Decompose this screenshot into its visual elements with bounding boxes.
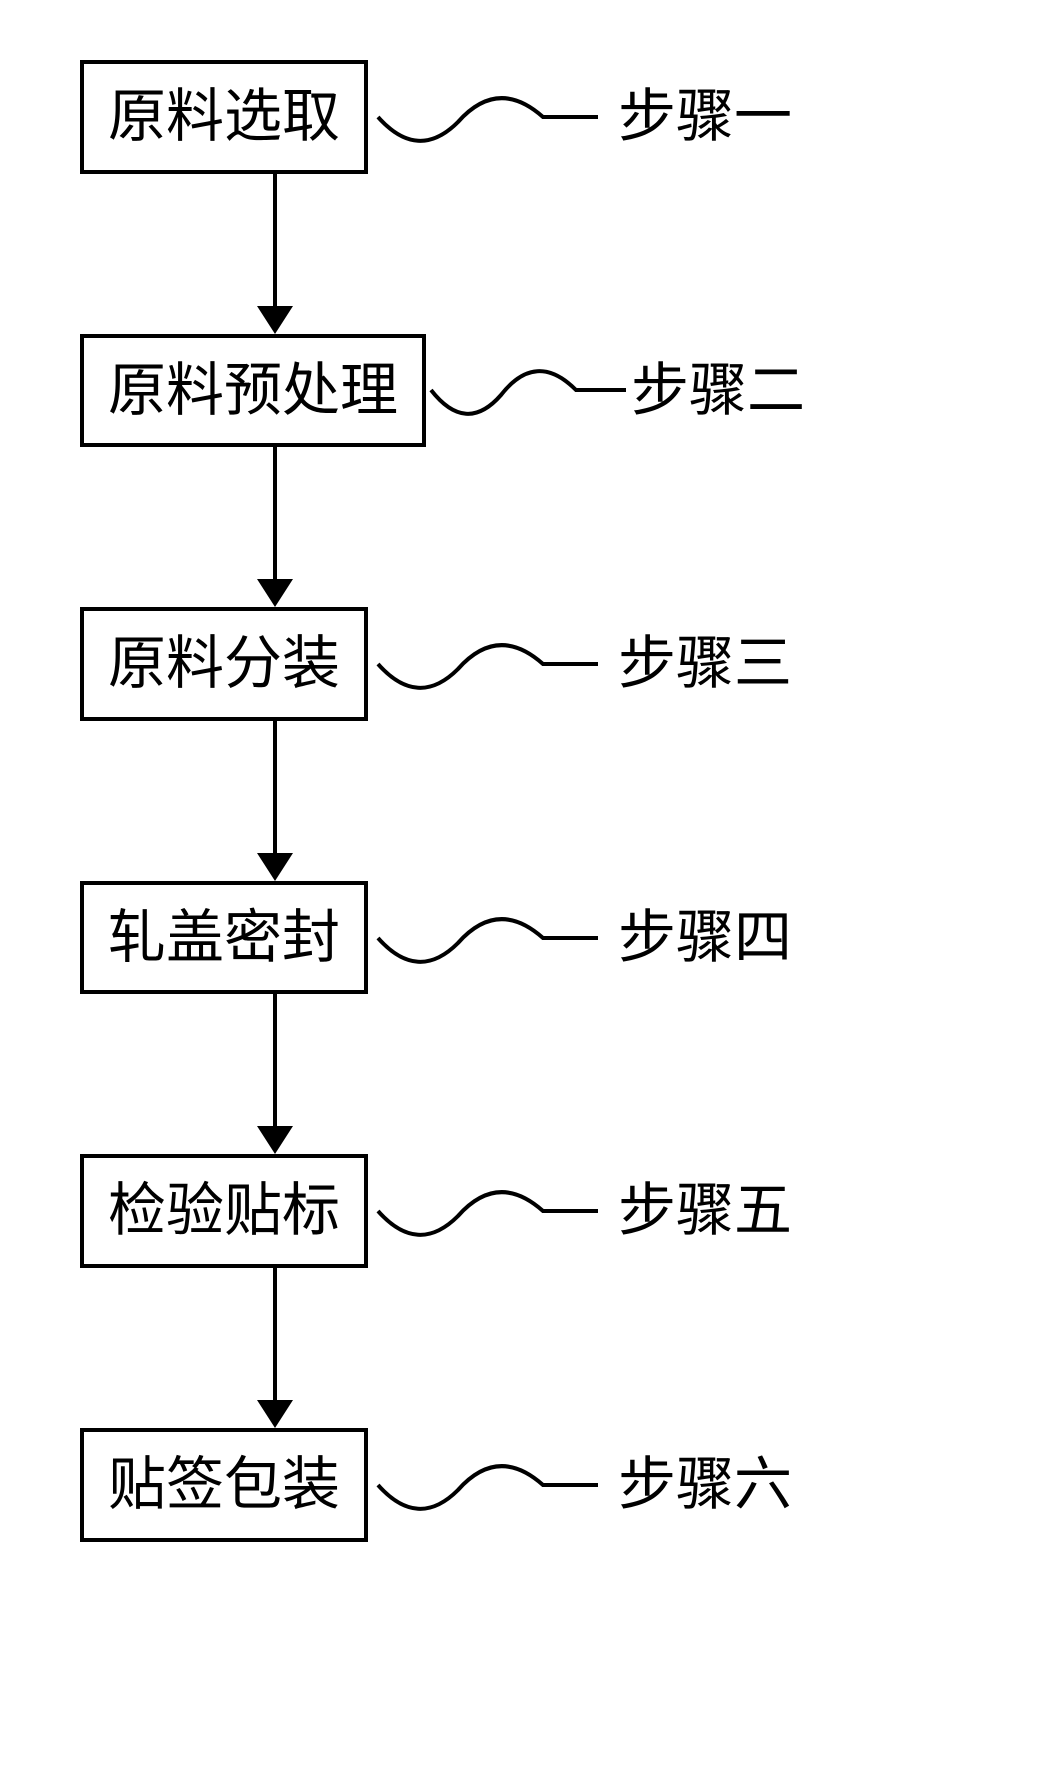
step-label-4: 步骤四	[618, 903, 792, 973]
step-label-6: 步骤六	[618, 1450, 792, 1520]
step-row-1: 原料选取 步骤一	[80, 60, 1058, 174]
step-label-1: 步骤一	[618, 82, 792, 152]
connector-3	[368, 614, 618, 714]
connector-4	[368, 888, 618, 988]
step-row-6: 贴签包装 步骤六	[80, 1428, 1058, 1542]
connector-5	[368, 1161, 618, 1261]
step-box-3: 原料分装	[80, 607, 368, 721]
step-row-3: 原料分装 步骤三	[80, 607, 1058, 721]
step-label-3: 步骤三	[618, 629, 792, 699]
arrow-4	[255, 994, 295, 1154]
step-box-4: 轧盖密封	[80, 881, 368, 995]
step-row-5: 检验贴标 步骤五	[80, 1154, 1058, 1268]
connector-1	[368, 67, 618, 167]
arrow-2	[255, 447, 295, 607]
step-box-1: 原料选取	[80, 60, 368, 174]
step-row-4: 轧盖密封 步骤四	[80, 881, 1058, 995]
step-box-6: 贴签包装	[80, 1428, 368, 1542]
step-box-2: 原料预处理	[80, 334, 426, 448]
flowchart-container: 原料选取 步骤一 原料预处理 步骤二	[80, 60, 1058, 1542]
arrow-1	[255, 174, 295, 334]
arrow-5	[255, 1268, 295, 1428]
step-label-5: 步骤五	[618, 1176, 792, 1246]
connector-2	[426, 340, 631, 440]
step-row-2: 原料预处理 步骤二	[80, 334, 1058, 448]
arrow-3	[255, 721, 295, 881]
step-box-5: 检验贴标	[80, 1154, 368, 1268]
step-label-2: 步骤二	[631, 356, 805, 426]
connector-6	[368, 1435, 618, 1535]
